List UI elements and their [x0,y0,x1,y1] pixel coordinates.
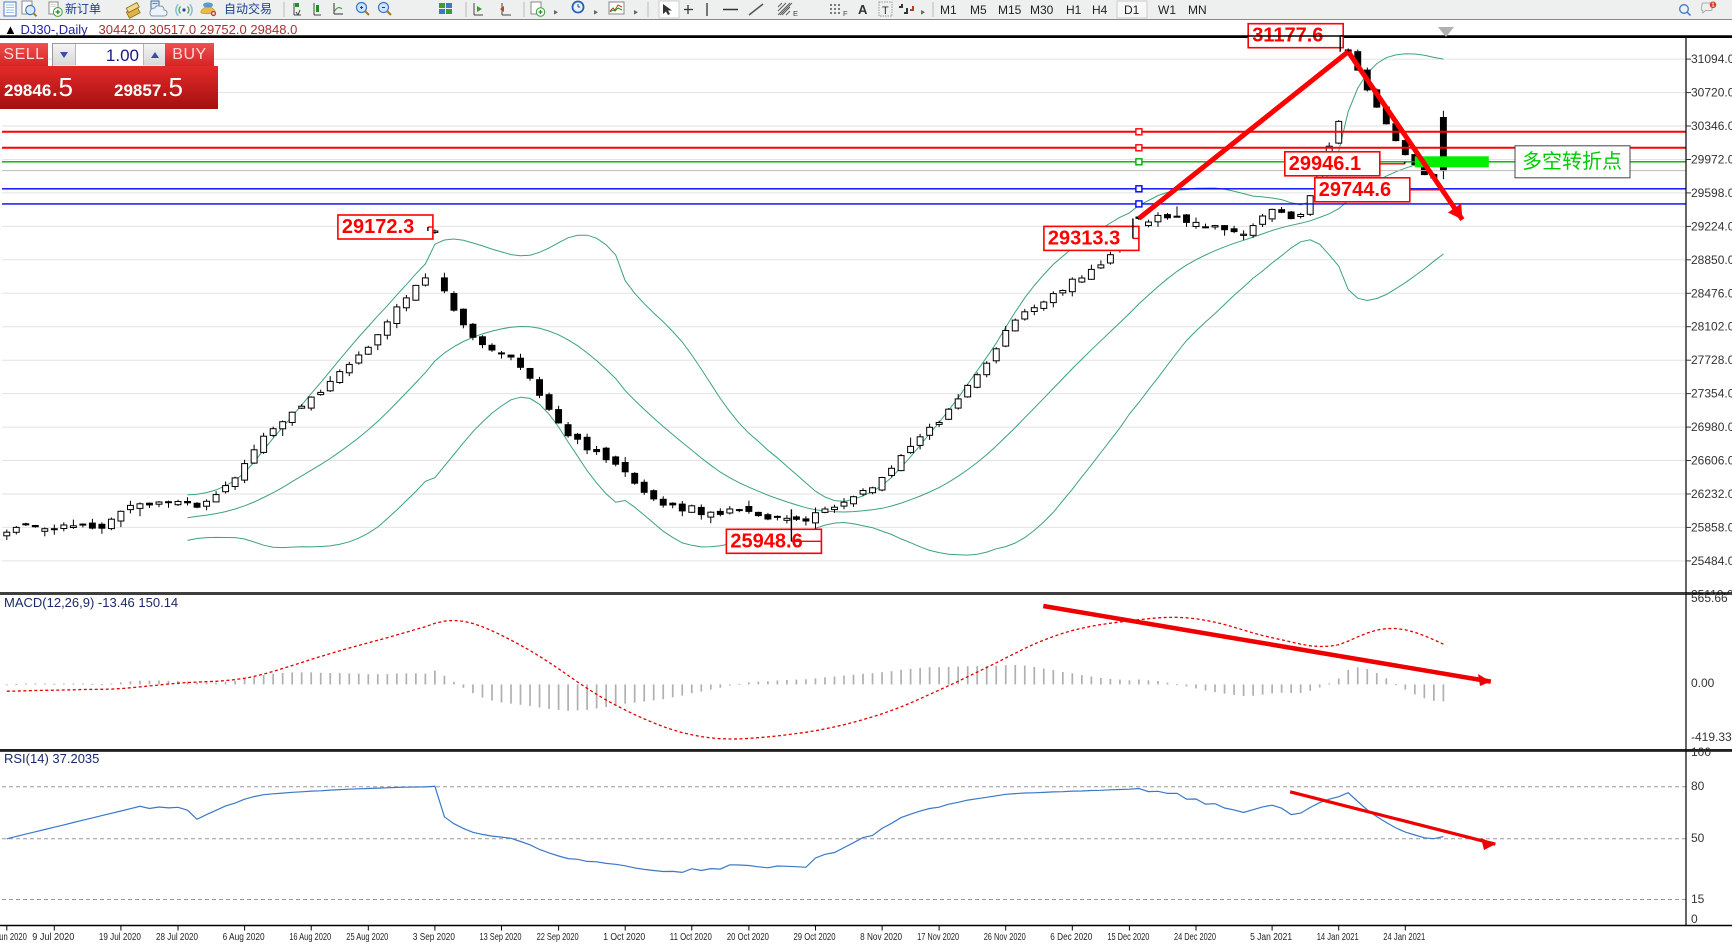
svg-text:100: 100 [1691,745,1711,759]
svg-text:9 Jul 2020: 9 Jul 2020 [32,932,74,943]
svg-text:0: 0 [1691,912,1698,926]
svg-text:29 Oct 2020: 29 Oct 2020 [794,932,836,943]
svg-text:17 Nov 2020: 17 Nov 2020 [917,932,959,943]
svg-text:11 Oct 2020: 11 Oct 2020 [670,932,712,943]
svg-text:8 Nov 2020: 8 Nov 2020 [860,932,902,943]
svg-text:RSI(14) 37.2035: RSI(14) 37.2035 [4,751,99,766]
svg-text:3 Sep 2020: 3 Sep 2020 [413,932,455,943]
svg-text:6 Dec 2020: 6 Dec 2020 [1050,932,1092,943]
svg-text:13 Sep 2020: 13 Sep 2020 [480,932,522,943]
svg-text:14 Jan 2021: 14 Jan 2021 [1317,932,1359,943]
svg-text:15 Dec 2020: 15 Dec 2020 [1107,932,1149,943]
svg-text:25 Aug 2020: 25 Aug 2020 [346,932,388,943]
svg-text:6 Aug 2020: 6 Aug 2020 [223,932,265,943]
svg-text:20 Oct 2020: 20 Oct 2020 [727,932,769,943]
svg-text:16 Aug 2020: 16 Aug 2020 [289,932,331,943]
svg-text:22 Sep 2020: 22 Sep 2020 [537,932,579,943]
svg-text:1 Oct 2020: 1 Oct 2020 [603,932,645,943]
svg-text:30 Jun 2020: 30 Jun 2020 [0,932,27,943]
svg-text:26 Nov 2020: 26 Nov 2020 [984,932,1026,943]
svg-text:50: 50 [1691,831,1705,845]
svg-text:5 Jan 2021: 5 Jan 2021 [1250,932,1292,943]
svg-text:24 Jan 2021: 24 Jan 2021 [1383,932,1425,943]
svg-text:24 Dec 2020: 24 Dec 2020 [1174,932,1216,943]
svg-text:28 Jul 2020: 28 Jul 2020 [156,932,198,943]
svg-text:19 Jul 2020: 19 Jul 2020 [99,932,141,943]
svg-text:80: 80 [1691,779,1705,793]
svg-text:15: 15 [1691,892,1705,906]
